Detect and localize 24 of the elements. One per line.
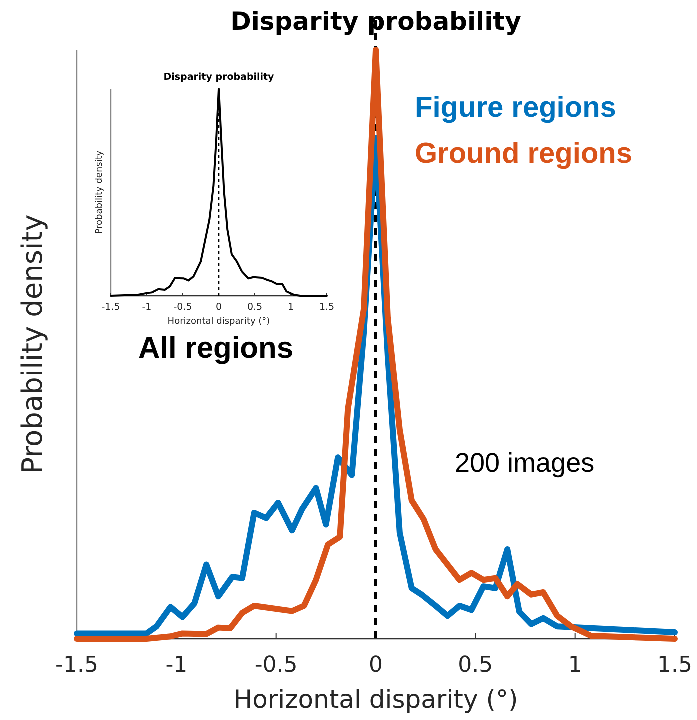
x-tick-label: 0 [369,653,383,678]
x-tick-label: 1 [568,653,582,678]
x-tick-label: -1 [142,302,152,313]
x-tick-label: -1.5 [56,653,98,678]
x-tick-label: 0 [216,302,222,313]
series-label: Figure regions [415,92,616,124]
x-tick-label: 0.5 [458,653,494,678]
chart-title: Disparity probability [230,7,522,36]
x-tick-label: 1.5 [658,653,692,678]
y-axis-title: Probability density [95,150,105,234]
x-tick-label: -0.5 [254,653,298,678]
chart-title: Disparity probability [164,72,276,83]
series-label: Ground regions [415,138,632,170]
x-tick-label: -1 [166,653,188,678]
x-tick-label: 1.5 [319,302,335,313]
annotation: All regions [138,332,294,365]
x-axis-title: Horizontal disparity (°) [168,317,270,327]
x-tick-label: 0.5 [247,302,263,313]
y-axis-title: Probability density [16,214,49,474]
x-tick-label: -0.5 [174,302,192,313]
x-tick-label: 1 [288,302,294,313]
x-axis-title: Horizontal disparity (°) [234,685,518,714]
annotation: 200 images [455,448,595,478]
x-tick-label: -1.5 [102,302,120,313]
